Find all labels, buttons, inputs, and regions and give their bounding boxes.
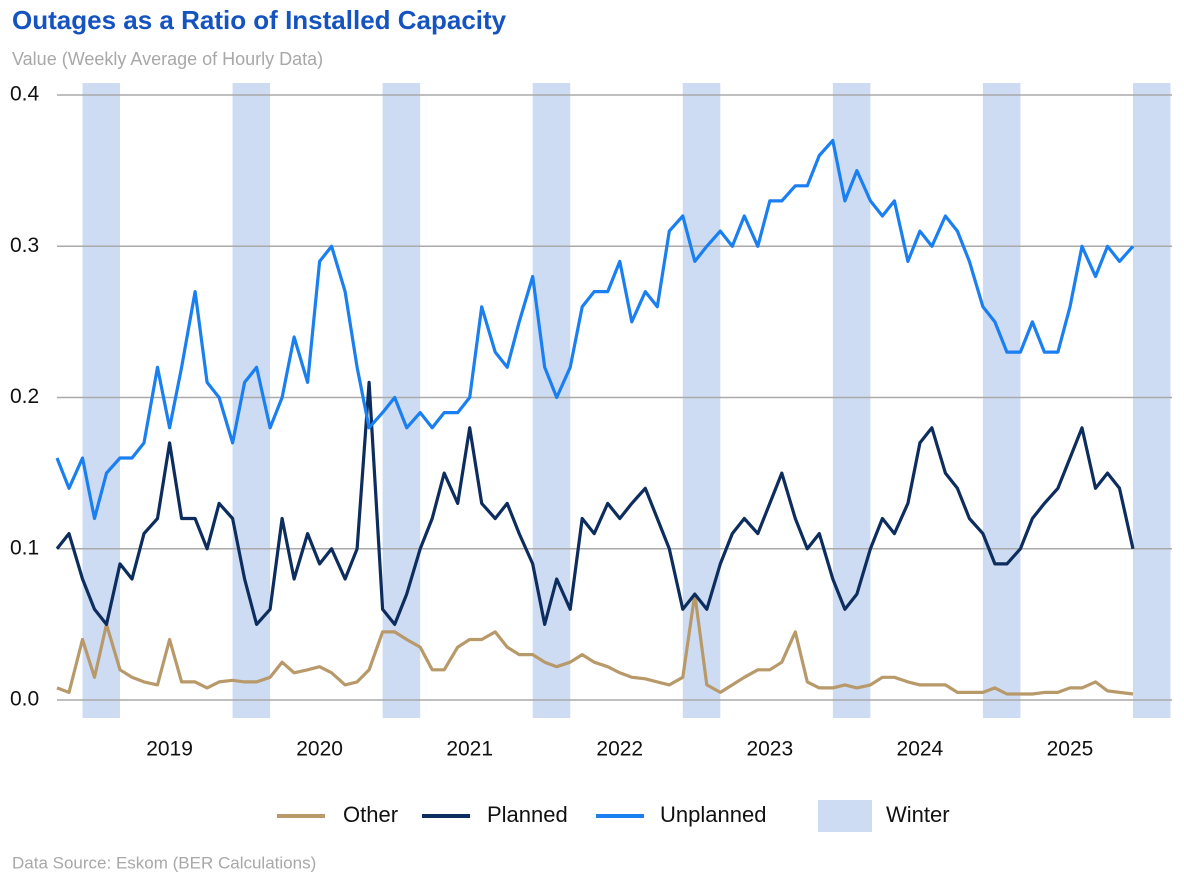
- x-tick-label: 2025: [1047, 738, 1094, 761]
- y-tick-label: 0.4: [10, 83, 40, 106]
- x-tick-label: 2019: [146, 738, 193, 761]
- winter-band: [382, 83, 421, 718]
- x-tick-label: 2024: [897, 738, 944, 761]
- x-tick-label: 2022: [596, 738, 643, 761]
- winter-band: [832, 83, 871, 718]
- winter-band: [82, 83, 121, 718]
- chart-title: Outages as a Ratio of Installed Capacity: [12, 5, 507, 35]
- legend-label: Other: [343, 802, 398, 827]
- legend-label: Planned: [487, 802, 568, 827]
- winter-band: [1132, 83, 1171, 718]
- series-line: [56, 592, 1134, 696]
- winter-band: [682, 83, 721, 718]
- y-tick-label: 0.1: [10, 536, 39, 559]
- winter-band: [532, 83, 571, 718]
- y-tick-label: 0.3: [10, 234, 39, 257]
- legend-swatch: [818, 800, 872, 832]
- legend-label: Winter: [886, 802, 950, 827]
- x-tick-label: 2021: [446, 738, 493, 761]
- winter-band: [982, 83, 1021, 718]
- chart-subtitle: Value (Weekly Average of Hourly Data): [12, 49, 323, 69]
- x-tick-label: 2023: [746, 738, 793, 761]
- source-note: Data Source: Eskom (BER Calculations): [12, 853, 316, 872]
- x-tick-label: 2020: [296, 738, 343, 761]
- y-tick-label: 0.0: [10, 688, 39, 711]
- y-tick-label: 0.2: [10, 385, 39, 408]
- series-line: [55, 138, 1135, 521]
- series-line: [55, 380, 1135, 626]
- legend-label: Unplanned: [660, 802, 766, 827]
